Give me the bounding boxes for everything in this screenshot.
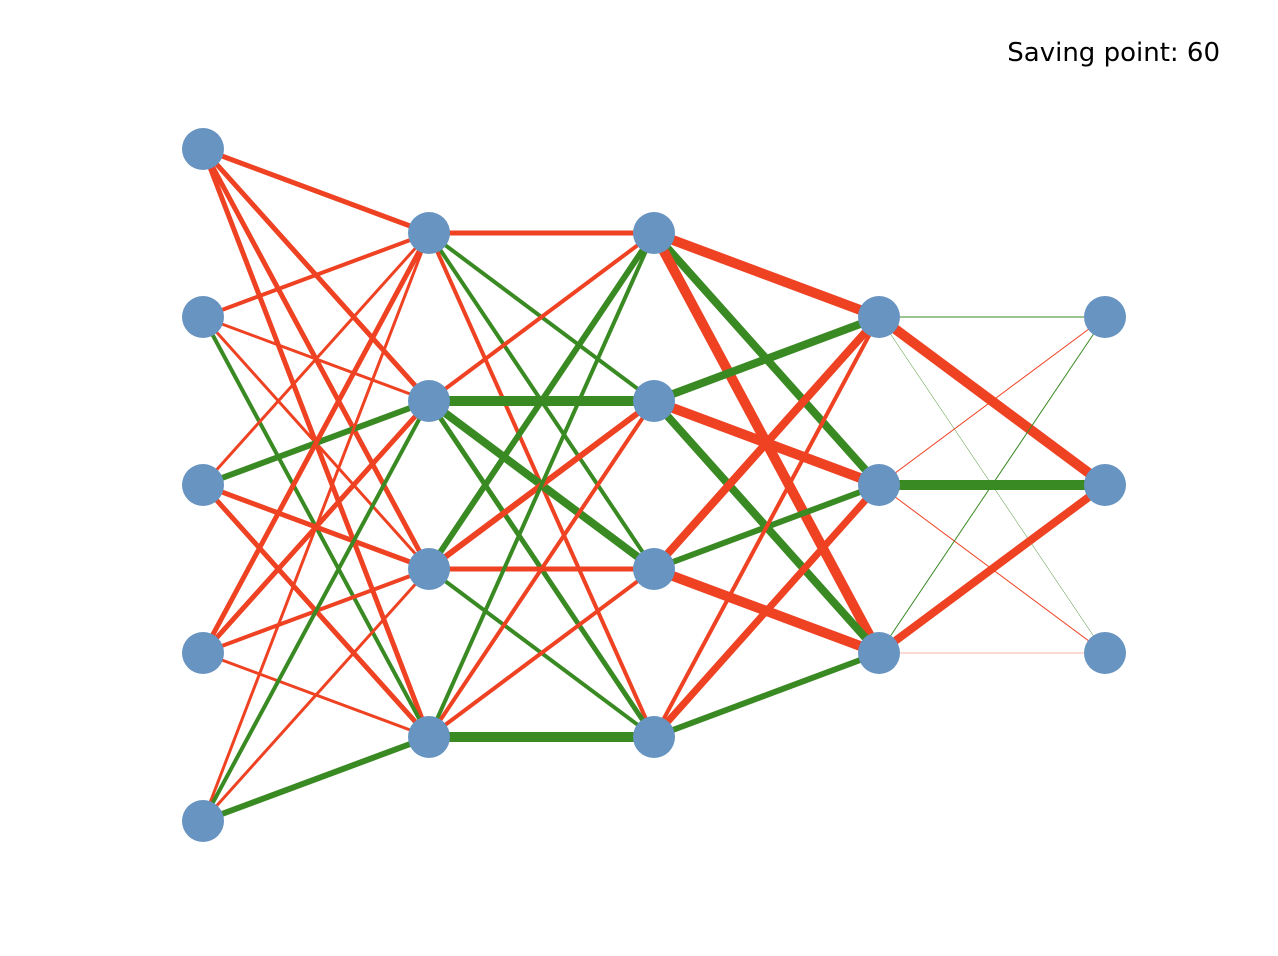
connection-l1-n2-to-l2-n0 — [426, 230, 657, 572]
neuron-layer1-node3 — [408, 716, 450, 758]
neuron-layer0-node3 — [182, 632, 224, 674]
neuron-layer4-node2 — [1084, 632, 1126, 674]
connection-l3-n2-to-l4-n0 — [878, 316, 1106, 654]
connection-l0-n4-to-l1-n2 — [201, 567, 431, 823]
neuron-layer1-node0 — [408, 212, 450, 254]
connection-l0-n0-to-l1-n0 — [200, 146, 432, 236]
connection-l2-n1-to-l3-n0 — [650, 313, 883, 405]
connection-l0-n2-to-l1-n0 — [201, 231, 431, 487]
neuron-layer0-node1 — [182, 296, 224, 338]
connection-l3-n2-to-l4-n1 — [875, 481, 1109, 657]
neuron-layer4-node1 — [1084, 464, 1126, 506]
neuron-layer3-node1 — [858, 464, 900, 506]
neuron-layer4-node0 — [1084, 296, 1126, 338]
connection-l2-n3-to-l3-n1 — [650, 481, 883, 741]
saving-point-label: Saving point: 60 — [1007, 38, 1220, 68]
connection-l0-n4-to-l1-n3 — [200, 734, 432, 824]
connection-l0-n4-to-l1-n0 — [201, 231, 431, 823]
connection-l1-n3-to-l2-n1 — [427, 399, 656, 739]
connection-l0-n3-to-l1-n0 — [200, 230, 432, 656]
neuron-layer2-node2 — [633, 548, 675, 590]
neuron-layer3-node2 — [858, 632, 900, 674]
connection-l1-n1-to-l2-n0 — [427, 231, 656, 403]
neuron-layer0-node4 — [182, 800, 224, 842]
neuron-layer2-node3 — [633, 716, 675, 758]
connection-l2-n3-to-l3-n0 — [652, 315, 881, 739]
neurons-layer — [182, 128, 1126, 842]
connection-l2-n2-to-l3-n0 — [650, 313, 883, 573]
connection-l1-n3-to-l2-n2 — [427, 567, 656, 739]
neuron-layer3-node0 — [858, 296, 900, 338]
connection-l2-n3-to-l3-n2 — [651, 650, 882, 740]
neuron-layer0-node0 — [182, 128, 224, 170]
neuron-layer1-node2 — [408, 548, 450, 590]
neuron-layer2-node0 — [633, 212, 675, 254]
neuron-layer0-node2 — [182, 464, 224, 506]
connection-l1-n3-to-l2-n0 — [427, 231, 656, 739]
connection-l2-n0-to-l3-n0 — [649, 228, 884, 322]
connection-l0-n4-to-l1-n1 — [201, 399, 431, 823]
neuron-layer2-node1 — [633, 380, 675, 422]
connection-l3-n1-to-l4-n0 — [878, 316, 1106, 486]
connection-l0-n1-to-l1-n0 — [201, 231, 431, 319]
connections-layer — [200, 146, 1110, 824]
neuron-layer1-node1 — [408, 380, 450, 422]
